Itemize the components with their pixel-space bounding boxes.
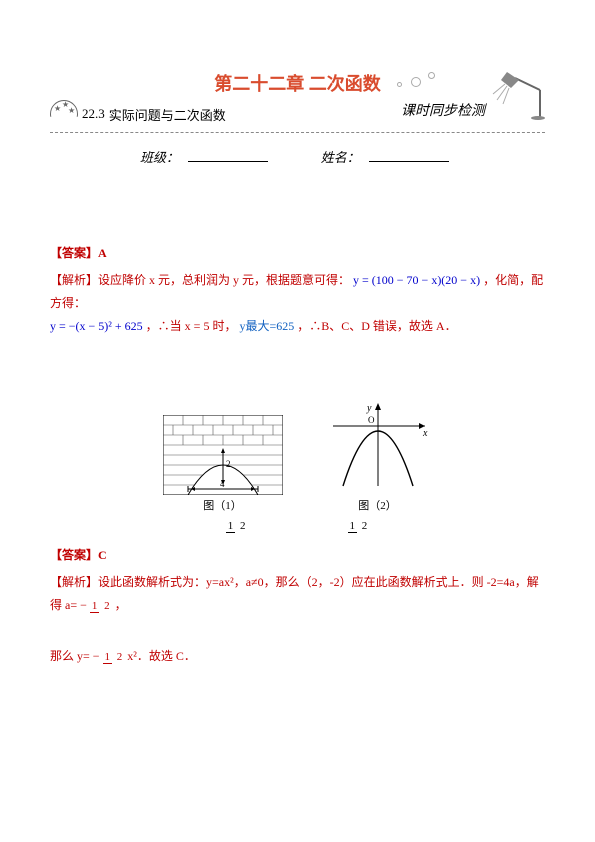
chapter-title: 第二十二章 二次函数 [50,70,545,96]
q1-formula2: y = −(x − 5)² + 625 [50,319,143,333]
option-frac-a: 1 2 [226,521,248,532]
arch-height: 2 [226,459,231,469]
section-number: 22.3 [82,106,105,122]
axis-y: y [366,403,372,414]
q1-formula1: y = (100 − 70 − x)(20 − x) [353,273,480,287]
name-label: 姓名： [321,150,360,165]
q2-answer: 【答案】C [50,546,545,563]
lamp-icon [485,70,545,120]
fig2-label: 图（2） [323,497,433,513]
option-frac-b: 1 2 [348,521,370,532]
options-row: 1 2 1 2 [50,521,545,532]
axis-origin: O [368,415,375,425]
q2-analysis-1: 【解析】设此函数解析式为：y=ax²，a≠0，那么（2，-2）应在此函数解析式上… [50,571,545,617]
fig1-label: 图（1） [163,497,283,513]
q1-analysis: 【解析】设应降价 x 元，总利润为 y 元，根据题意可得： y = (100 −… [50,269,545,337]
q1-analysis-prefix: 【解析】设应降价 x 元，总利润为 y 元，根据题意可得： [50,273,350,287]
q2-line1b: ， [115,598,127,612]
divider [50,132,545,133]
q2-line2b: x²．故选 C． [127,649,196,663]
star-badge-icon: ★ ★ ★ [50,100,78,128]
q2-frac-2: 1 2 [103,652,125,663]
bubbles-icon [397,76,435,91]
figure-2: x y O 图（2） [323,401,433,513]
class-blank[interactable] [188,148,268,162]
class-label: 班级： [140,150,179,165]
header-row: ★ ★ ★ 22.3 实际问题与二次函数 课时同步检测 [50,100,545,128]
q2-frac-1: 1 2 [90,601,112,612]
q1-tail2: ，∴B、C、D 错误，故选 A． [297,319,456,333]
worksheet-subtitle: 课时同步检测 [401,100,485,120]
q1-ymax: y最大=625 [239,319,294,333]
figure-1: 4 2 图（1） [163,415,283,513]
q1-tail1: ，∴当 x = 5 时， [146,319,237,333]
q1-answer: 【答案】A [50,244,545,261]
section-title: 实际问题与二次函数 [109,105,226,124]
axis-x: x [422,428,428,439]
fill-row: 班级： 姓名： [50,147,545,166]
q2-line2a: 那么 y= − [50,649,100,663]
q2-analysis-2: 那么 y= − 1 2 x²．故选 C． [50,645,545,668]
figure-row: 4 2 图（1） x y O 图（2） [50,401,545,513]
name-blank[interactable] [369,148,449,162]
